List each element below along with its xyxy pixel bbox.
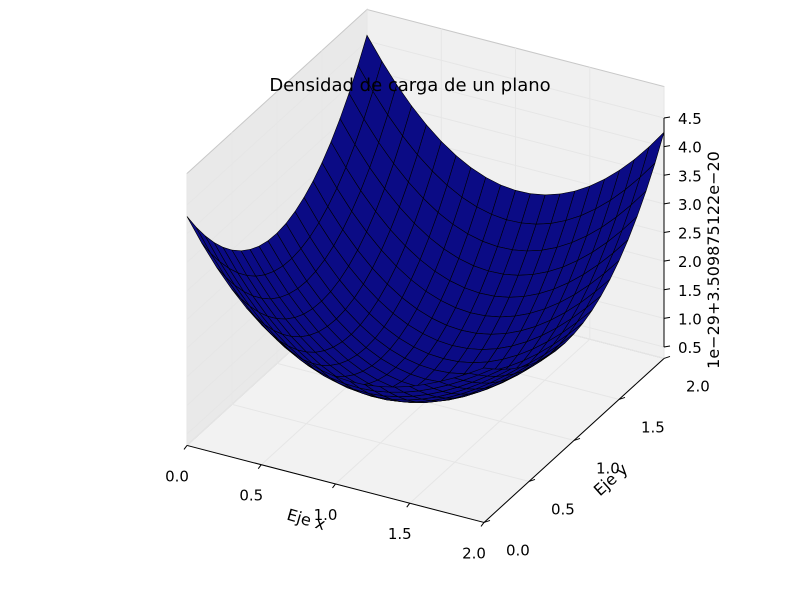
z-tick-label: 4.5 xyxy=(678,110,702,128)
z-tick xyxy=(663,345,671,348)
x-tick-label: 0.0 xyxy=(165,467,189,485)
gridline-y xyxy=(231,132,530,482)
z-tick xyxy=(663,116,671,119)
x-tick xyxy=(480,522,485,527)
z-tick-label: 2.5 xyxy=(678,225,702,243)
y-tick-label: 1.0 xyxy=(596,459,620,477)
surface-facet xyxy=(467,367,494,376)
x-tick xyxy=(183,445,188,450)
x-tick-label: 0.5 xyxy=(239,487,263,505)
z-tick xyxy=(663,259,671,262)
y-tick xyxy=(573,437,581,441)
y-tick-label: 0.0 xyxy=(506,541,530,559)
z-tick xyxy=(663,202,671,205)
surface-mesh xyxy=(186,34,665,403)
x-tick xyxy=(406,502,411,508)
z-tick-label: 0.5 xyxy=(678,339,702,357)
z-tick-label: 2.0 xyxy=(678,253,702,271)
z-tick xyxy=(663,145,671,148)
z-tick-label: 3.5 xyxy=(678,167,702,185)
z-tick xyxy=(663,316,671,319)
y-tick xyxy=(528,478,536,482)
z-axis-label: 1e−29+3.509875122e−20 xyxy=(704,151,723,369)
z-tick-label: 4.0 xyxy=(678,139,702,157)
z-tick xyxy=(663,173,671,176)
y-tick-label: 0.5 xyxy=(551,500,575,518)
x-tick-label: 1.0 xyxy=(314,506,338,524)
tick-labels: 0.0 0.5 1.0 1.5 2.0 0.0 0.5 1.0 1.5 2.0 0.5 1.0 1.5 2… xyxy=(165,110,710,562)
z-tick-label: 3.0 xyxy=(678,196,702,214)
z-tick xyxy=(663,288,671,291)
y-tick-label: 2.0 xyxy=(686,377,710,395)
x-tick-label: 1.5 xyxy=(388,525,412,543)
y-tick xyxy=(483,519,491,523)
z-tick xyxy=(663,231,671,233)
y-tick-label: 1.5 xyxy=(641,418,665,436)
y-tick xyxy=(618,396,626,400)
x-tick-label: 2.0 xyxy=(462,544,486,562)
x-tick xyxy=(332,483,336,489)
chart-title: Densidad de carga de un plano xyxy=(269,75,550,96)
z-tick-label: 1.5 xyxy=(678,282,702,300)
z-tick-label: 1.0 xyxy=(678,310,702,328)
y-tick xyxy=(663,355,671,359)
x-tick xyxy=(257,464,262,470)
gridline-y xyxy=(276,91,575,441)
axes xyxy=(183,116,671,527)
